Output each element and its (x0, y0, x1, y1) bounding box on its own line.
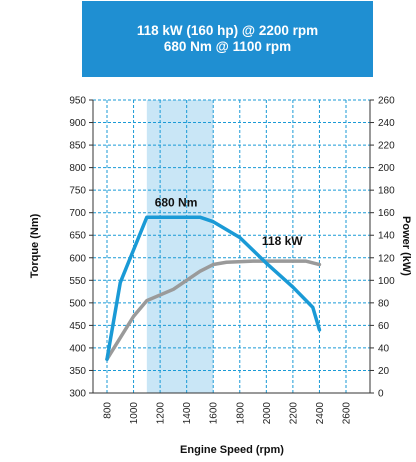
y-tick-label: 850 (69, 141, 86, 152)
y-tick-label: 700 (69, 208, 86, 219)
y2-tick-label: 200 (378, 163, 395, 174)
y2-tick-label: 40 (378, 343, 390, 354)
x-tick-label: 2000 (262, 402, 273, 425)
power-annotation: 118 kW (262, 234, 303, 248)
y2-tick-label: 260 (378, 96, 395, 107)
y-tick-label: 800 (69, 163, 86, 174)
x-tick-label: 2400 (315, 402, 326, 425)
y-tick-label: 600 (69, 253, 86, 264)
y-tick-label: 900 (69, 118, 86, 129)
y-tick-label: 500 (69, 298, 86, 309)
power-spec: 118 kW (160 hp) @ 2200 rpm (136, 23, 319, 38)
y-tick-label: 450 (69, 321, 86, 332)
y2-tick-label: 220 (378, 141, 395, 152)
x-tick-label: 1600 (209, 402, 220, 425)
y-tick-label: 650 (69, 231, 86, 242)
torque-curve (105, 215, 322, 361)
y-tick-label: 950 (69, 96, 86, 107)
x-tick-label: 1400 (182, 402, 193, 425)
y-axis-label: Torque (Nm) (29, 213, 41, 278)
y2-tick-label: 120 (378, 253, 395, 264)
y2-tick-label: 80 (378, 298, 390, 309)
y2-tick-label: 180 (378, 186, 395, 197)
x-tick-label: 800 (103, 402, 114, 419)
y2-tick-label: 160 (378, 208, 395, 219)
y-tick-label: 550 (69, 276, 86, 287)
y2-tick-label: 60 (378, 321, 390, 332)
x-tick-label: 1000 (129, 402, 140, 425)
x-tick-label: 2200 (288, 402, 299, 425)
x-tick-label: 1800 (235, 402, 246, 425)
y2-tick-label: 240 (378, 118, 395, 129)
y2-axis-label: Power (kW) (400, 216, 412, 276)
peak-torque-band (146, 100, 214, 393)
power-curve (105, 259, 322, 361)
y2-tick-label: 20 (378, 366, 390, 377)
y2-tick-label: 0 (378, 389, 384, 400)
y2-tick-label: 100 (378, 276, 395, 287)
y-tick-label: 300 (69, 389, 86, 400)
y-tick-label: 350 (69, 366, 86, 377)
y-tick-label: 750 (69, 186, 86, 197)
y-tick-label: 400 (69, 343, 86, 354)
y2-tick-label: 140 (378, 231, 395, 242)
torque-spec: 680 Nm @ 1100 rpm (163, 39, 292, 54)
x-tick-label: 1200 (156, 402, 167, 425)
spec-banner: 118 kW (160 hp) @ 2200 rpm 680 Nm @ 1100… (82, 1, 373, 77)
x-axis-label: Engine Speed (rpm) (180, 444, 284, 456)
x-tick-label: 2600 (342, 402, 353, 425)
torque-annotation: 680 Nm (155, 196, 198, 210)
